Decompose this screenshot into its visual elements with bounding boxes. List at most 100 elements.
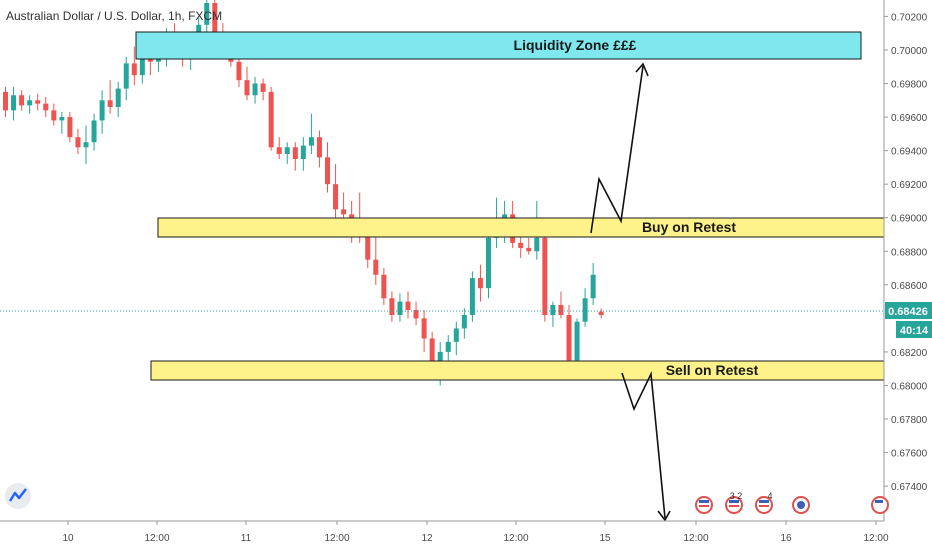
- candle-body: [276, 147, 282, 154]
- candle-body: [99, 100, 105, 121]
- candle-body: [107, 100, 113, 108]
- candle-body: [381, 274, 387, 299]
- candle-body: [582, 298, 588, 322]
- buy-zone-box[interactable]: [157, 217, 885, 238]
- economic-events[interactable]: 3 2 4: [695, 491, 889, 514]
- candle-body: [43, 103, 49, 111]
- time-tick-label: 12:00: [683, 533, 708, 544]
- candle-body: [534, 237, 540, 252]
- candle-body: [453, 328, 459, 342]
- event-flag-icon[interactable]: [755, 496, 773, 514]
- candle-body: [341, 209, 347, 215]
- candle-body: [292, 147, 298, 160]
- candle-body: [11, 95, 17, 111]
- bullish-arrow-head: [635, 62, 649, 77]
- candle-body: [413, 309, 419, 319]
- candle-body: [19, 95, 25, 106]
- price-tick-label: 0.68800: [891, 247, 928, 258]
- time-tick-label: 12:00: [324, 533, 349, 544]
- tradingview-logo-icon[interactable]: [5, 483, 31, 509]
- time-tick-label: 12:00: [503, 533, 528, 544]
- candle-body: [373, 259, 379, 275]
- last-price-badge: [885, 302, 932, 319]
- sell-zone-label: Sell on Retest: [666, 362, 759, 378]
- candle-body: [35, 100, 41, 104]
- candle-body: [469, 278, 475, 316]
- candle-body: [405, 301, 411, 310]
- candle-body: [558, 304, 564, 316]
- candle-body: [566, 315, 572, 361]
- candle-body: [236, 61, 242, 81]
- candle-body: [461, 315, 467, 329]
- buy-zone-label: Buy on Retest: [642, 219, 736, 235]
- candle-body: [260, 83, 266, 92]
- candle-body: [75, 137, 81, 148]
- candle-body: [325, 157, 330, 185]
- time-axis[interactable]: 10 12:00 11 12:00 12 12:00 15 12:00 16 12:00: [62, 521, 889, 544]
- candle-body: [550, 304, 556, 316]
- candle-body: [51, 110, 57, 121]
- candle-body: [421, 318, 427, 339]
- price-tick-label: 0.70200: [891, 12, 928, 23]
- candle-body: [244, 80, 250, 96]
- event-count: 4: [767, 491, 772, 501]
- price-tick-label: 0.68200: [891, 348, 928, 359]
- time-tick-label: 12: [421, 533, 433, 544]
- candle-body: [252, 83, 258, 96]
- candle-body: [284, 147, 290, 154]
- event-flag-icon[interactable]: [695, 496, 713, 514]
- candle-body: [308, 137, 314, 146]
- time-tick-label: 16: [780, 533, 792, 544]
- time-tick-label: 11: [241, 533, 252, 544]
- bullish-projection-arrow[interactable]: [590, 65, 644, 234]
- candle-body: [123, 63, 129, 89]
- countdown-value: 40:14: [900, 325, 929, 337]
- candle-body: [429, 338, 435, 373]
- event-flag-icon[interactable]: [792, 496, 810, 514]
- candle-body: [268, 91, 274, 148]
- price-tick-label: 0.68600: [891, 281, 928, 292]
- candle-body: [389, 298, 395, 316]
- candle-body: [397, 301, 403, 316]
- candle-body: [526, 247, 532, 252]
- price-tick-label: 0.69800: [891, 80, 928, 91]
- event-flag-icon[interactable]: [725, 496, 743, 514]
- sell-zone-box[interactable]: [150, 360, 885, 381]
- price-tick-label: 0.69200: [891, 180, 928, 191]
- time-tick-label: 12:00: [863, 533, 888, 544]
- bearish-arrow-head: [657, 510, 671, 522]
- liquidity-zone-box[interactable]: [135, 31, 862, 60]
- last-price-value: 0.68426: [888, 306, 928, 318]
- candle-body: [67, 117, 73, 138]
- price-axis[interactable]: 0.70200 0.70000 0.69800 0.69600 0.69400 0.692…: [884, 12, 928, 493]
- bearish-projection-arrow[interactable]: [621, 371, 666, 519]
- candle-body: [445, 341, 451, 352]
- event-flag-icon[interactable]: [871, 496, 889, 514]
- candle-body: [131, 63, 137, 76]
- symbol-title: Australian Dollar / U.S. Dollar, 1h, FXC…: [6, 9, 222, 23]
- candle-body: [542, 237, 548, 316]
- candle-body: [59, 117, 65, 121]
- candle-body: [212, 3, 218, 34]
- price-tick-label: 0.69600: [891, 113, 928, 124]
- countdown-badge: [896, 321, 932, 338]
- price-tick-label: 0.69400: [891, 147, 928, 158]
- price-tick-label: 0.68000: [891, 381, 928, 392]
- candle-body: [477, 278, 483, 289]
- event-count: 3 2: [730, 491, 743, 501]
- price-tick-label: 0.69000: [891, 214, 928, 225]
- candle-body: [574, 321, 580, 361]
- candle-body: [598, 311, 604, 316]
- candle-body: [486, 237, 491, 289]
- candle-body: [590, 274, 596, 299]
- price-tick-label: 0.67800: [891, 415, 928, 426]
- price-tick-label: 0.67600: [891, 449, 928, 460]
- candle-body: [27, 100, 33, 106]
- candle-body: [204, 3, 210, 25]
- candle-body: [518, 242, 524, 248]
- candle-body: [365, 234, 371, 260]
- time-tick-label: 15: [599, 533, 611, 544]
- price-tick-label: 0.67400: [891, 482, 928, 493]
